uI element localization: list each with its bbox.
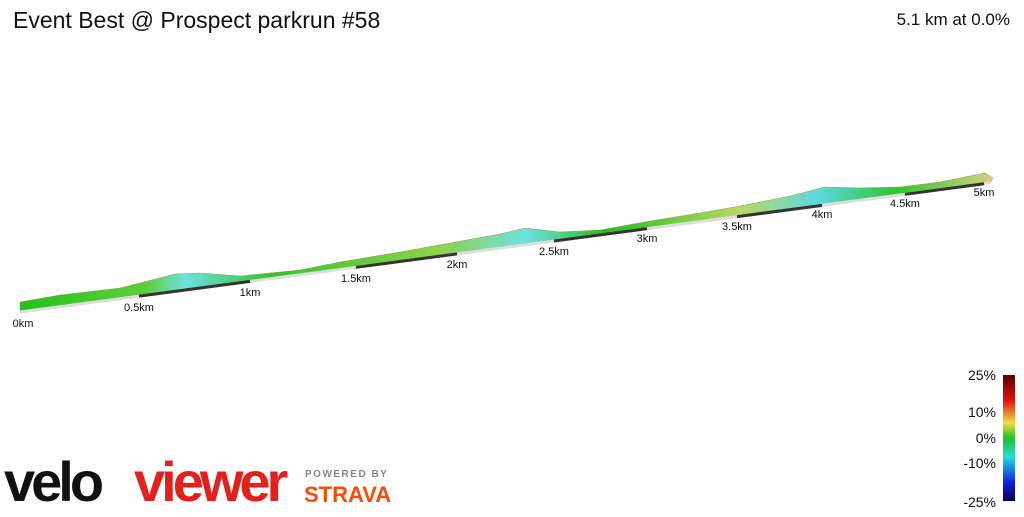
distance-label: 4.5km [890, 198, 920, 210]
scale-label: 10% [968, 404, 996, 420]
title: Event Best @ Prospect parkrun #58 [13, 7, 380, 33]
distance-label: 1km [240, 287, 261, 299]
distance-label: 1.5km [341, 273, 371, 285]
distance-label: 0.5km [124, 302, 154, 314]
logo-end: viewer [134, 450, 288, 512]
distance-label: 2km [447, 259, 468, 271]
distance-label: 3km [637, 233, 658, 245]
distance-label: 4km [812, 209, 833, 221]
distance-label: 5km [974, 187, 995, 199]
scale-label: -10% [963, 455, 996, 471]
powered-by: POWERED BY [305, 469, 388, 480]
km-segment [904, 182, 985, 196]
summary: 5.1 km at 0.0% [897, 10, 1010, 29]
km-segment [553, 227, 648, 243]
gradient-scale-bar [1003, 375, 1015, 501]
km-segment [138, 279, 251, 298]
profile-ribbon [19, 172, 994, 313]
distance-labels: 0km 0.5km 1km 1.5km 2km 2.5km 3km 3.5km 4km 4.5km… [13, 187, 995, 330]
logo-start: velo [4, 450, 103, 512]
km-segments [138, 182, 985, 298]
partner-logo: STRAVA [304, 482, 391, 507]
distance-label: 3.5km [722, 221, 752, 233]
scale-label: 25% [968, 367, 996, 383]
scale-label: -25% [963, 494, 996, 510]
gradient-scale-labels: 25% 10% 0% -10% -25% [963, 367, 996, 510]
km-segment [355, 252, 458, 269]
distance-label: 2.5km [539, 246, 569, 258]
scale-label: 0% [976, 430, 996, 446]
km-segment [736, 203, 823, 219]
distance-label: 0km [13, 318, 34, 330]
